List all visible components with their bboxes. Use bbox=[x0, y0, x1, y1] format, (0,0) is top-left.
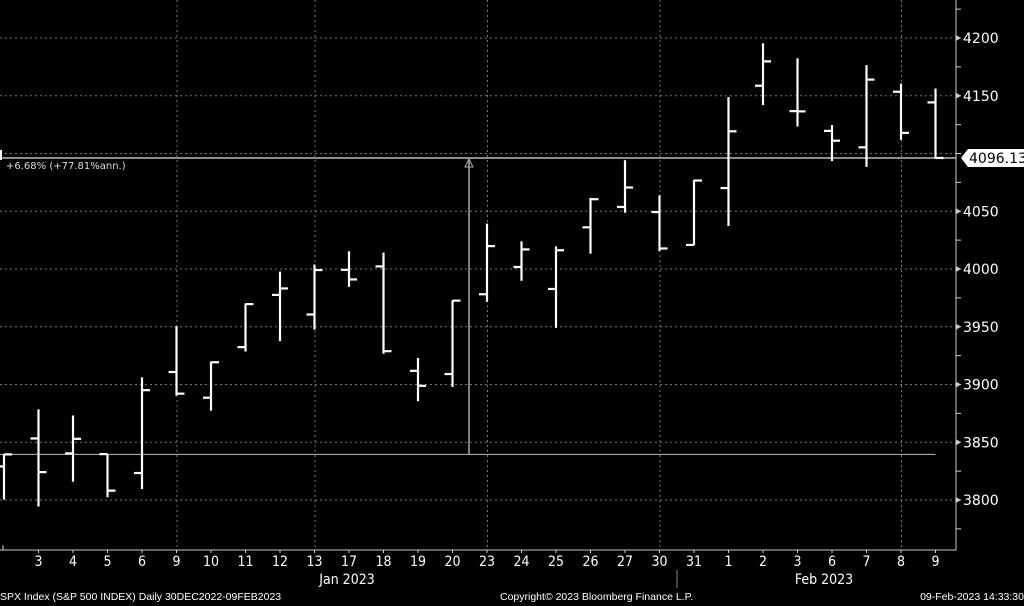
ohlc-bar bbox=[306, 264, 323, 330]
reference-lines bbox=[0, 149, 956, 455]
ohlc-bar bbox=[375, 252, 392, 354]
y-tick-marker bbox=[956, 439, 961, 446]
y-tick-marker bbox=[956, 92, 961, 99]
ohlc-bar bbox=[720, 96, 737, 227]
ohlc-bar bbox=[237, 303, 254, 352]
ohlc-bar bbox=[651, 195, 668, 252]
x-tick-label: 3 bbox=[793, 554, 801, 570]
ohlc-bar bbox=[582, 197, 599, 254]
last-price-label: 4096.13 bbox=[969, 151, 1024, 167]
x-tick-label: 13 bbox=[306, 554, 322, 570]
ohlc-bar bbox=[444, 299, 461, 387]
y-tick-label: 4150 bbox=[963, 89, 999, 105]
x-tick-label: 8 bbox=[897, 554, 905, 570]
ohlc-bar bbox=[30, 409, 47, 507]
x-tick-label: 23 bbox=[479, 554, 495, 570]
x-tick-label: 5 bbox=[103, 554, 111, 570]
arrow-head-icon bbox=[464, 157, 474, 168]
x-tick-label: 24 bbox=[513, 554, 529, 570]
ohlc-bar bbox=[755, 43, 771, 106]
y-tick-marker bbox=[956, 35, 961, 41]
x-tick-label: 25 bbox=[548, 554, 564, 570]
axes: 3800 3850 3900 3950 4000 4050 4150 4200 4096.13 3… bbox=[0, 0, 1024, 588]
x-tick-label: 12 bbox=[272, 554, 288, 570]
ohlc-bar bbox=[617, 160, 633, 213]
ohlc-bar bbox=[341, 251, 357, 287]
x-tick-label: 30 bbox=[651, 554, 667, 570]
footer-ticker-info: SPX Index (S&P 500 INDEX) Daily 30DEC202… bbox=[0, 591, 282, 603]
y-tick-marker bbox=[956, 323, 961, 330]
x-tick-label: 31 bbox=[686, 554, 702, 570]
x-tick-label: 6 bbox=[828, 554, 836, 570]
x-tick-label: 11 bbox=[237, 554, 253, 570]
ohlc-bar bbox=[893, 83, 909, 140]
x-tick-label: 18 bbox=[375, 554, 391, 570]
ohlc-bar bbox=[272, 271, 288, 342]
ohlc-bar bbox=[168, 326, 185, 396]
ohlc-bar bbox=[99, 453, 116, 498]
ohlc-bar bbox=[824, 125, 840, 162]
y-tick-marker bbox=[956, 208, 961, 215]
ohlc-bar bbox=[65, 415, 81, 482]
change-annotation: +6.68% (+77.81%ann.) bbox=[6, 161, 126, 172]
x-tick-label: 20 bbox=[444, 554, 460, 570]
ohlc-bar bbox=[410, 358, 426, 402]
y-tick-marker bbox=[956, 497, 961, 503]
y-tick-label: 4200 bbox=[963, 31, 999, 47]
x-tick-label: 9 bbox=[931, 554, 939, 570]
ohlc-bar bbox=[686, 179, 702, 247]
x-tick-label: 9 bbox=[172, 554, 180, 570]
x-tick-label: 1 bbox=[724, 554, 732, 570]
x-tick-label: 17 bbox=[341, 554, 357, 570]
ohlc-bar bbox=[513, 241, 530, 281]
month-label: Feb 2023 bbox=[795, 572, 853, 588]
y-tick-label: 3900 bbox=[963, 378, 999, 394]
ohlc-bar bbox=[858, 65, 875, 167]
y-tick-label: 3800 bbox=[963, 493, 999, 509]
ohlc-bar bbox=[927, 88, 944, 160]
y-tick-label: 3850 bbox=[963, 435, 999, 451]
ohlc-bar bbox=[134, 377, 150, 489]
x-tick-label: 6 bbox=[138, 554, 146, 570]
ohlc-bar bbox=[548, 246, 564, 328]
y-tick-marker bbox=[956, 266, 961, 272]
x-tick-label: 3 bbox=[34, 554, 42, 570]
x-tick-label: 26 bbox=[582, 554, 598, 570]
last-price-tag bbox=[961, 148, 1024, 167]
y-tick-label: 4000 bbox=[963, 262, 999, 278]
ohlc-bar bbox=[203, 361, 219, 411]
ohlc-bar bbox=[789, 58, 806, 127]
x-tick-label: 27 bbox=[617, 554, 633, 570]
x-tick-label: 7 bbox=[862, 554, 870, 570]
y-tick-marker bbox=[956, 381, 961, 388]
ohlc-bar bbox=[479, 223, 495, 302]
footer-timestamp: 09-Feb-2023 14:33:30 bbox=[920, 591, 1024, 603]
ohlc-bar bbox=[0, 453, 12, 500]
x-tick-label: 2 bbox=[759, 554, 767, 570]
x-tick-label: 4 bbox=[69, 554, 77, 570]
grid bbox=[0, 0, 956, 550]
month-label: Jan 2023 bbox=[318, 572, 374, 588]
x-tick-label: 10 bbox=[203, 554, 219, 570]
x-tick-label: 19 bbox=[410, 554, 426, 570]
footer-copyright: Copyright© 2023 Bloomberg Finance L.P. bbox=[500, 591, 694, 603]
y-tick-label: 3950 bbox=[963, 320, 999, 336]
ohlc-bars bbox=[0, 43, 944, 507]
y-tick-label: 4050 bbox=[963, 204, 999, 220]
